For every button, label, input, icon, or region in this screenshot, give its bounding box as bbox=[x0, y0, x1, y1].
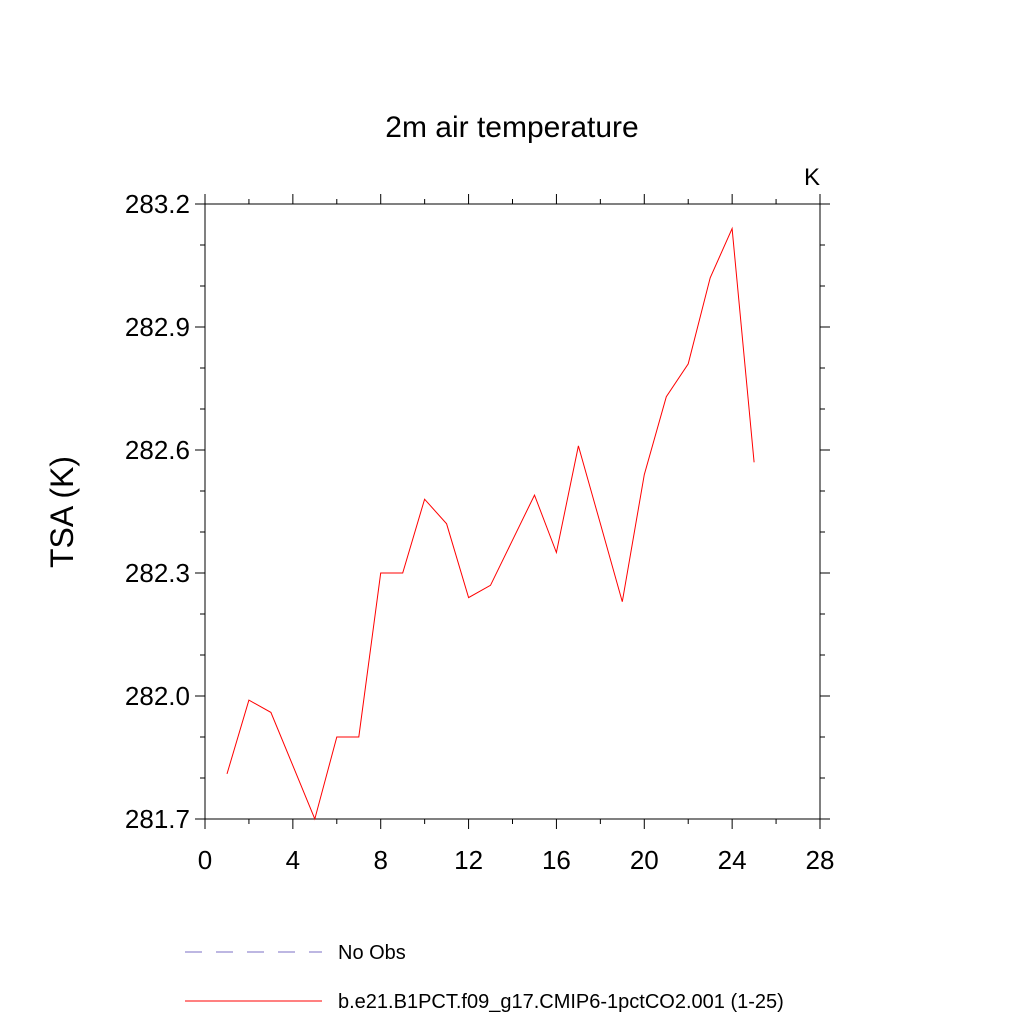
legend-label: b.e21.B1PCT.f09_g17.CMIP6-1pctCO2.001 (1… bbox=[338, 991, 784, 1013]
y-axis-label: TSA (K) bbox=[44, 456, 80, 568]
plot-frame bbox=[204, 203, 821, 820]
x-tick-label: 4 bbox=[286, 845, 300, 875]
x-tick-label: 16 bbox=[542, 845, 571, 875]
y-tick-label: 281.7 bbox=[125, 804, 190, 834]
x-tick-label: 0 bbox=[198, 845, 212, 875]
axis-ticks: 0 4 8 12 16 20 24 28 281.7 282.0 282.3 282.6 282.9 28… bbox=[125, 189, 835, 875]
units-label: K bbox=[804, 164, 820, 191]
x-tick-label: 24 bbox=[718, 845, 747, 875]
y-tick-label: 282.0 bbox=[125, 681, 190, 711]
y-tick-label: 282.3 bbox=[125, 558, 190, 588]
series-line bbox=[226, 226, 755, 821]
y-tick-label: 283.2 bbox=[125, 189, 190, 219]
x-tick-label: 20 bbox=[630, 845, 659, 875]
x-tick-label: 28 bbox=[806, 845, 835, 875]
x-tick-label: 12 bbox=[454, 845, 483, 875]
legend: No Obs b.e21.B1PCT.f09_g17.CMIP6-1pctCO2.… bbox=[185, 942, 784, 1013]
legend-label: No Obs bbox=[338, 942, 406, 964]
y-tick-label: 282.9 bbox=[125, 312, 190, 342]
x-tick-label: 8 bbox=[373, 845, 387, 875]
series-layer bbox=[226, 226, 755, 821]
chart-title: 2m air temperature bbox=[385, 111, 638, 144]
y-tick-label: 282.6 bbox=[125, 435, 190, 465]
